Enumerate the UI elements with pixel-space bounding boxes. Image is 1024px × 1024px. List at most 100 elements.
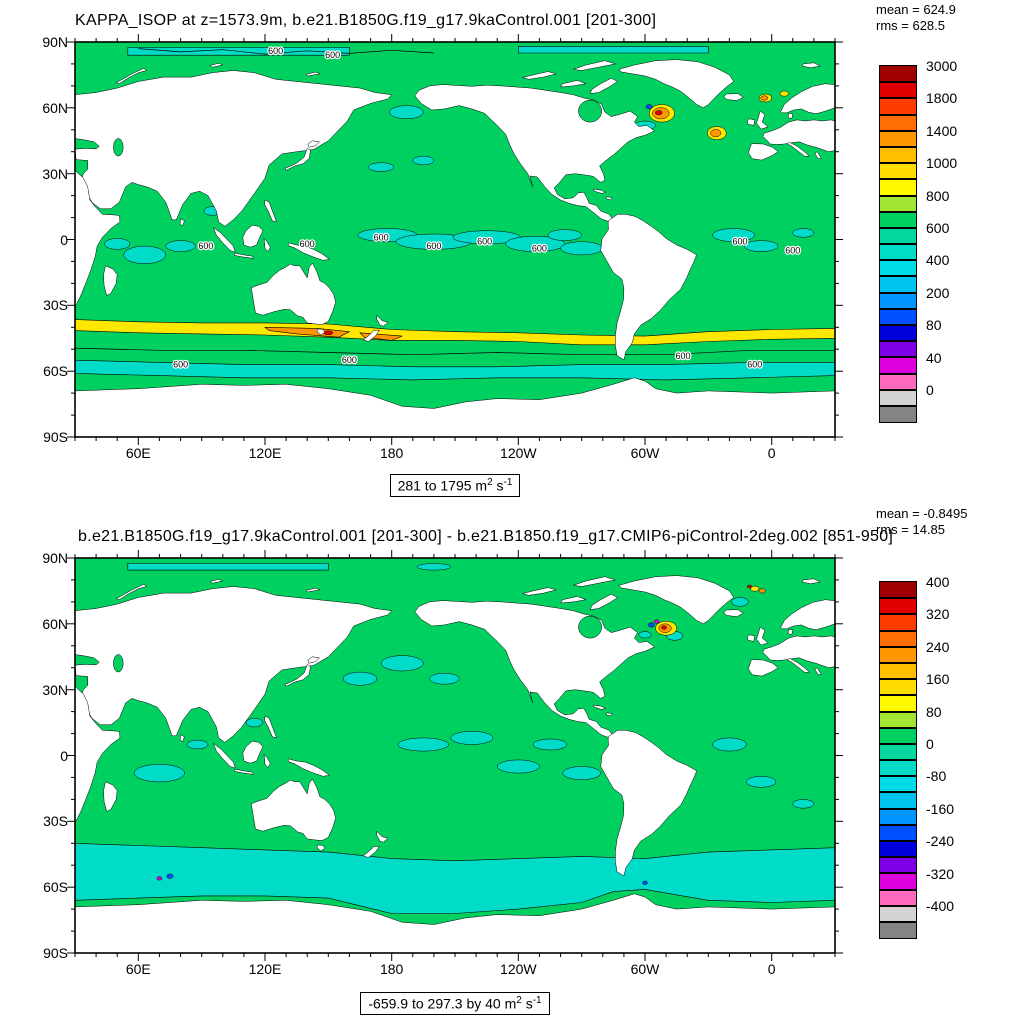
unit-text: s: [492, 477, 504, 494]
colorbar-boxes: [879, 580, 1010, 940]
land-shape: [780, 83, 836, 115]
lon-tick-label: 60E: [125, 445, 151, 461]
contour-fill-region: [750, 585, 760, 592]
contour-fill-region: [518, 46, 709, 54]
land-shape: [179, 734, 185, 743]
colorbar-tick-label: 320: [926, 606, 950, 623]
lon-tick-label: 0: [767, 445, 776, 461]
colorbar-tick-label: 200: [926, 284, 950, 301]
range-text: 281 to 1795 m: [397, 477, 488, 494]
inland-sea-fill: [113, 654, 124, 673]
land-shape: [573, 576, 616, 587]
contour-fill-region: [760, 95, 769, 101]
contour-fill-region: [186, 739, 209, 750]
lat-tick-label: 30S: [43, 297, 68, 314]
colorbar-tick-label: -160: [926, 800, 955, 817]
lon-tick-label: 120W: [500, 445, 537, 461]
contour-fill-region: [758, 588, 766, 594]
land-shape: [762, 119, 836, 152]
contour-fill-region: [368, 162, 395, 172]
contour-fill-region: [710, 129, 722, 138]
contour-fill-region: [165, 240, 196, 252]
contour-value-label: 600: [426, 241, 441, 251]
contour-fill-region: [731, 597, 749, 607]
land-shape: [592, 704, 607, 710]
colorbar-box: [879, 645, 917, 664]
land-shape: [209, 579, 224, 584]
land-shape: [756, 110, 769, 130]
contour-fill-region: [505, 235, 566, 252]
contour-fill-region: [647, 622, 655, 628]
contour-fill-region: [712, 737, 747, 752]
colorbar-tick-label: -320: [926, 865, 955, 882]
colorbar-tick-label: 1000: [926, 155, 958, 172]
land-shape: [573, 60, 616, 71]
lat-tick-label: 60N: [42, 615, 68, 632]
colorbar-box: [879, 129, 917, 148]
colorbar-box: [879, 694, 917, 713]
colorbar-top: 3000 1800 1400 1000 800 600 400 200 80 40 0: [879, 58, 1010, 424]
colorbar-box: [879, 920, 917, 940]
colorbar-box: [879, 580, 917, 600]
colorbar-box: [879, 275, 917, 294]
colorbar-box: [879, 243, 917, 262]
map-frame: [74, 557, 836, 954]
colorbar-box: [879, 710, 917, 729]
colorbar-boxes: [879, 64, 1010, 424]
contour-fill-region: [166, 873, 174, 879]
lon-tick-label: 60E: [125, 961, 151, 977]
land-shape: [723, 609, 744, 617]
land-shape: [234, 252, 254, 259]
lat-tick-label: 30N: [42, 165, 68, 182]
contour-fill-region: [655, 110, 663, 116]
land-shape: [115, 68, 148, 84]
land-shape: [362, 845, 380, 858]
land-shape: [74, 70, 393, 227]
range-label-box: -659.9 to 297.3 by 40 m2 s-1: [360, 992, 550, 1015]
colorbar-box: [879, 340, 917, 359]
contour-fill-region: [645, 104, 653, 110]
colorbar-box: [879, 823, 917, 843]
land-shape: [521, 71, 558, 80]
land-shape: [814, 151, 822, 159]
range-label-box: 281 to 1795 m2 s-1: [389, 474, 521, 497]
land-shape: [376, 830, 389, 843]
land-shape: [234, 768, 254, 775]
land-shape: [605, 196, 613, 201]
colorbar-tick-label: 400: [926, 252, 950, 269]
colorbar-box: [879, 323, 917, 343]
contour-fill-region: [779, 90, 789, 97]
lat-tick-label: 90N: [42, 550, 68, 566]
contour-fill-region: [127, 563, 329, 571]
colorbar-box: [879, 388, 917, 407]
land-shape: [605, 712, 613, 717]
land-shape: [618, 59, 735, 109]
land-shape: [748, 143, 779, 161]
land-shape: [74, 586, 393, 743]
land-shape: [521, 587, 558, 596]
land-shape: [307, 656, 321, 664]
colorbar-box: [879, 404, 917, 424]
colorbar-box: [879, 613, 917, 632]
contour-value-label: 600: [532, 243, 547, 253]
contour-value-label: 600: [732, 237, 747, 247]
colorbar-tick-label: 80: [926, 317, 942, 334]
colorbar-tick-label: -240: [926, 833, 955, 850]
land-shape: [786, 142, 810, 157]
contour-fill-region: [560, 241, 604, 256]
land-shape: [780, 599, 836, 631]
land-shape: [362, 329, 380, 342]
contour-fill-region: [496, 759, 540, 774]
colorbar-tick-label: 0: [926, 736, 934, 752]
land-shape: [316, 328, 326, 336]
contour-fill-region: [562, 766, 601, 780]
land-shape: [600, 214, 698, 361]
land-shape: [115, 584, 148, 600]
land-shape: [560, 596, 587, 604]
colorbar-tick-label: 3000: [926, 58, 958, 74]
unit-exponent: -1: [503, 477, 513, 488]
colorbar-tick-label: 40: [926, 349, 942, 366]
colorbar-box: [879, 597, 917, 616]
contour-value-label: 600: [198, 241, 213, 251]
